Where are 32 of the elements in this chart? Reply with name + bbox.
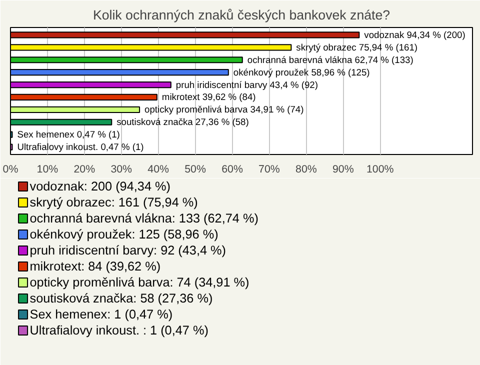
x-tick-label: 90% [332,164,354,176]
x-tick-label: 30% [110,164,133,176]
data-label: pruh iridiscentní barvy 43,4 % (92) [176,80,318,90]
legend-label: mikrotext: 84 (39,62 %) [30,260,161,274]
x-tick-label: 40% [148,164,170,176]
legend-label: okénkový proužek: 125 (58,96 %) [30,228,218,242]
data-label: ochranná barevná vlákna 62,74 % (133) [247,54,414,65]
data-label: Ultrafialovy inkoust. 0,47 % (1) [17,142,144,152]
x-tick-label: 0% [2,164,19,176]
data-label: mikrotext 39,62 % (84) [162,92,256,102]
x-tick-label: 80% [296,164,318,176]
x-tick-label: 70% [258,164,280,176]
x-tick-label: 20% [74,164,96,176]
legend-label: soutisková značka: 58 (27,36 %) [30,292,213,306]
x-tick-label: 100% [366,164,394,176]
legend-label: skrytý obrazec: 161 (75,94 %) [30,196,198,210]
legend-label: Sex hemenex: 1 (0,47 %) [30,308,173,322]
data-label: Sex hemenex 0,47 % (1) [17,130,120,140]
x-tick-label: 10% [36,164,59,176]
chart-title: Kolik ochranných znaků českých bankovek znáte? [92,8,390,22]
legend-label: ochranná barevná vlákna: 133 (62,74 %) [30,212,258,226]
legend-label: vodoznak: 200 (94,34 %) [30,180,170,194]
data-label: okénkový proužek 58,96 % (125) [233,67,370,78]
data-label: skrytý obrazec 75,94 % (161) [296,42,418,52]
legend-label: Ultrafialovy inkoust. : 1 (0,47 %) [30,324,208,338]
x-tick-label: 50% [184,164,206,176]
data-label: opticky proměnlivá barva 34,91 % (74) [144,104,304,115]
data-label: vodoznak 94,34 % (200) [364,30,466,40]
legend-label: opticky proměnlivá barva: 74 (34,91 %) [30,276,250,290]
x-tick-label: 60% [222,164,244,176]
legend-label: pruh iridiscentní barvy: 92 (43,4 %) [30,244,226,258]
data-label: soutisková značka 27,36 % (58) [116,117,249,128]
